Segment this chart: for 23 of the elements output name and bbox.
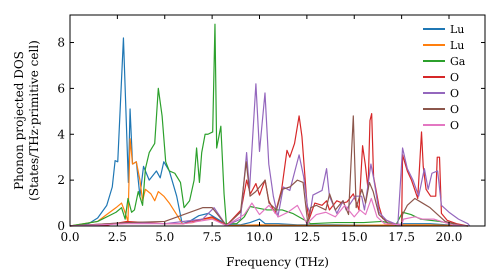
y-tick-label: 6 — [57, 81, 65, 96]
legend-label: O — [450, 103, 460, 116]
x-axis-title: Frequency (THz) — [226, 255, 329, 269]
legend-label: O — [450, 71, 460, 84]
y-axis-title: Phonon projected DOS (States/THz·primitive cell) — [12, 40, 41, 201]
y-tick-label: 2 — [57, 173, 65, 188]
x-tick-label: 17.5 — [388, 230, 415, 244]
legend-label: Ga — [450, 55, 466, 68]
x-tick-label: 2.5 — [108, 230, 127, 244]
x-tick-label: 10.0 — [246, 230, 273, 244]
x-tick-label: 0.0 — [60, 230, 80, 244]
y-tick-label: 4 — [57, 127, 66, 142]
y-tick-label: 0 — [57, 219, 65, 233]
legend-label: O — [450, 87, 460, 100]
y-tick-label: 8 — [57, 36, 65, 50]
legend-label: O — [450, 119, 460, 132]
x-tick-label: 15.0 — [340, 230, 368, 244]
x-tick-label: 12.5 — [294, 230, 320, 244]
legend-label: Lu — [450, 23, 464, 36]
x-tick-label: 7.5 — [202, 230, 222, 244]
x-tick-label: 5.0 — [155, 230, 174, 244]
legend-label: Lu — [450, 39, 464, 52]
x-tick-label: 20.0 — [436, 230, 462, 244]
